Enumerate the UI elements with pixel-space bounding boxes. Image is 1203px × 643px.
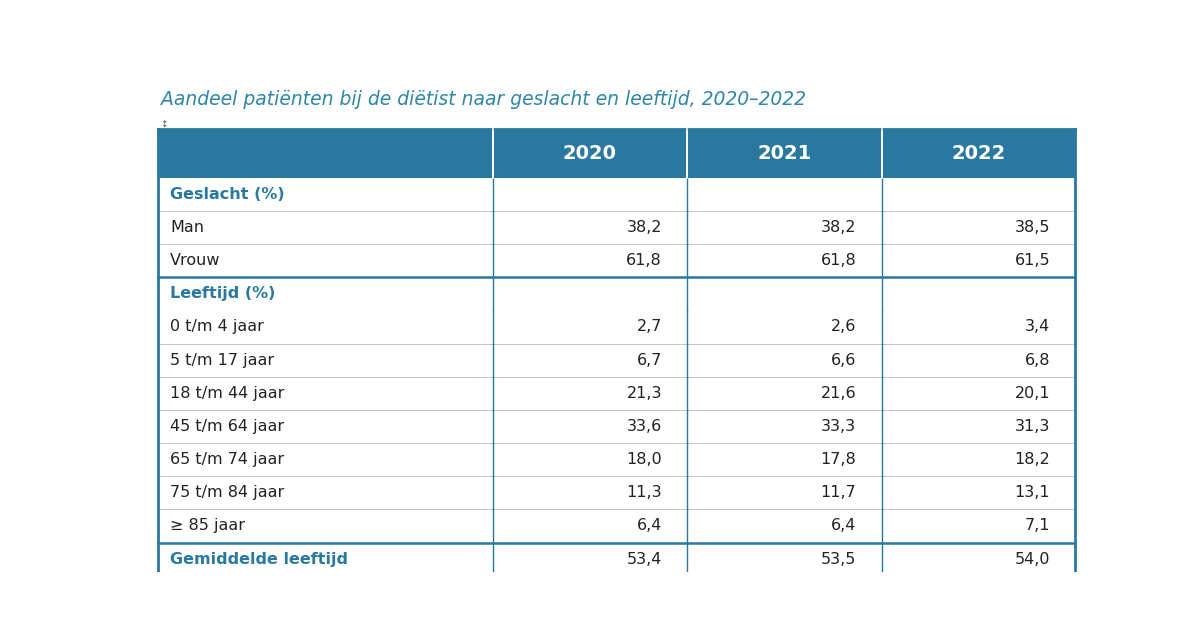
Text: 6,7: 6,7: [636, 352, 662, 368]
Text: Gemiddelde leeftijd: Gemiddelde leeftijd: [170, 552, 348, 566]
Text: 33,6: 33,6: [627, 419, 662, 434]
Text: Leeftijd (%): Leeftijd (%): [170, 286, 275, 302]
Text: ↕: ↕: [161, 120, 168, 129]
Text: 20,1: 20,1: [1014, 386, 1050, 401]
Text: 18,0: 18,0: [626, 452, 662, 467]
Text: Aandeel patiënten bij de diëtist naar geslacht en leeftijd, 2020–2022: Aandeel patiënten bij de diëtist naar ge…: [161, 90, 806, 109]
Text: 38,5: 38,5: [1014, 220, 1050, 235]
Text: 38,2: 38,2: [820, 220, 857, 235]
Text: 11,3: 11,3: [627, 485, 662, 500]
Bar: [158, 343, 1075, 377]
Text: 75 t/m 84 jaar: 75 t/m 84 jaar: [170, 485, 284, 500]
Text: 61,8: 61,8: [626, 253, 662, 268]
Text: 5 t/m 17 jaar: 5 t/m 17 jaar: [170, 352, 274, 368]
Text: 11,7: 11,7: [820, 485, 857, 500]
Text: 21,6: 21,6: [820, 386, 857, 401]
Text: 2,7: 2,7: [636, 320, 662, 334]
Bar: [158, 244, 1075, 277]
Text: 53,4: 53,4: [627, 552, 662, 566]
Text: 2021: 2021: [758, 144, 812, 163]
Text: 79.451: 79.451: [600, 586, 662, 601]
Text: 54,0: 54,0: [1014, 552, 1050, 566]
Text: ≥ 85 jaar: ≥ 85 jaar: [170, 518, 245, 534]
Bar: [158, 377, 1075, 410]
Text: Man: Man: [170, 220, 205, 235]
Bar: [158, 211, 1075, 244]
Bar: [158, 575, 1075, 612]
Text: 2022: 2022: [952, 144, 1006, 163]
Text: 6,6: 6,6: [831, 352, 857, 368]
Text: 33,3: 33,3: [822, 419, 857, 434]
Text: 57.324: 57.324: [989, 586, 1050, 601]
Bar: [158, 177, 1075, 211]
Text: 38,2: 38,2: [627, 220, 662, 235]
Text: Geslacht (%): Geslacht (%): [170, 186, 285, 202]
Text: 2,6: 2,6: [831, 320, 857, 334]
Text: 18 t/m 44 jaar: 18 t/m 44 jaar: [170, 386, 284, 401]
Bar: [158, 476, 1075, 509]
Text: 86.441: 86.441: [795, 586, 857, 601]
Text: 6,4: 6,4: [636, 518, 662, 534]
Text: 61,8: 61,8: [820, 253, 857, 268]
Text: 61,5: 61,5: [1014, 253, 1050, 268]
Text: 2020: 2020: [563, 144, 617, 163]
Text: 18,2: 18,2: [1014, 452, 1050, 467]
Text: 53,5: 53,5: [820, 552, 857, 566]
Text: 3,4: 3,4: [1025, 320, 1050, 334]
Text: 65 t/m 74 jaar: 65 t/m 74 jaar: [170, 452, 284, 467]
Text: 0 t/m 4 jaar: 0 t/m 4 jaar: [170, 320, 263, 334]
Bar: [158, 509, 1075, 543]
Bar: [158, 129, 1075, 177]
Text: Vrouw: Vrouw: [170, 253, 220, 268]
Text: 6,4: 6,4: [831, 518, 857, 534]
Text: 21,3: 21,3: [627, 386, 662, 401]
Text: 6,8: 6,8: [1025, 352, 1050, 368]
Bar: [158, 543, 1075, 575]
Text: 7,1: 7,1: [1025, 518, 1050, 534]
Bar: [158, 277, 1075, 311]
Text: 45 t/m 64 jaar: 45 t/m 64 jaar: [170, 419, 284, 434]
Text: 13,1: 13,1: [1014, 485, 1050, 500]
Bar: [158, 311, 1075, 343]
Text: 17,8: 17,8: [820, 452, 857, 467]
Bar: [158, 410, 1075, 443]
Text: 31,3: 31,3: [1014, 419, 1050, 434]
Bar: [158, 443, 1075, 476]
Text: Totaal aantal patiënten: Totaal aantal patiënten: [170, 586, 381, 601]
